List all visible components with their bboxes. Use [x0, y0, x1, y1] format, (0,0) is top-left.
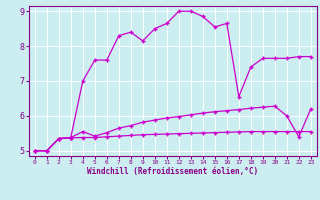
X-axis label: Windchill (Refroidissement éolien,°C): Windchill (Refroidissement éolien,°C) — [87, 167, 258, 176]
